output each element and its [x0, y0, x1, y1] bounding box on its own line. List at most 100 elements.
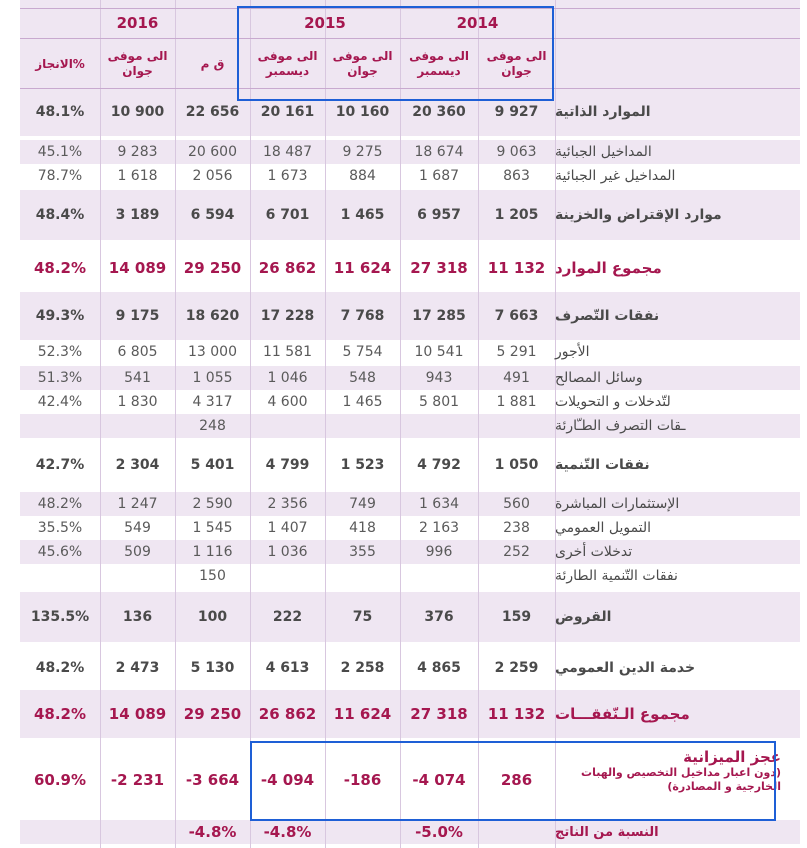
cell-lf: 29 250: [183, 259, 242, 277]
cell-june-2015: 1 465: [342, 394, 383, 410]
cell-december-2014: 943: [425, 370, 453, 386]
gdp-ratio-row: -4.8% -4.8% -5.0% النسبة من الناتج: [20, 820, 800, 844]
cell-june-2015: 884: [349, 168, 376, 184]
year-2014: 2014: [456, 14, 499, 32]
gdp-june-2016: [100, 820, 175, 844]
cell-december-2015: 1 407: [267, 520, 308, 536]
table-row: 48.2% 14 089 29 250 26 862 11 624 27 318 11 13…: [20, 244, 800, 292]
row-label: خدمة الدين العمومي: [555, 660, 696, 676]
header-june-2015: الى موفى جوان: [332, 49, 393, 78]
cell-june-2015: 1 465: [340, 207, 385, 223]
cell-june-2016: 1 247: [117, 496, 158, 512]
cell-lf: 29 250: [183, 705, 242, 723]
deficit-december-2014: -4 074: [412, 771, 466, 789]
deficit-title: عجز الميزانية: [683, 748, 781, 766]
cell-june-2015: 749: [349, 496, 376, 512]
row-label: الموارد الذاتية: [555, 104, 651, 120]
table-row: 49.3% 9 175 18 620 17 228 7 768 17 285 7 663 نف…: [20, 292, 800, 340]
row-label: المداخيل غير الجبائية: [555, 168, 676, 184]
band-sub-tax: [20, 140, 800, 164]
row-label: التمويل العمومي: [555, 520, 652, 536]
cell-june-2014: 238: [503, 520, 530, 536]
band-sub-direct: [20, 492, 800, 516]
cell-achievement: 35.5%: [37, 520, 83, 536]
cell-june-2015: 418: [349, 520, 376, 536]
row-label: المداخيل الجبائية: [555, 144, 652, 160]
cell-december-2014: 18 674: [414, 144, 464, 160]
cell-lf: 20 600: [188, 144, 237, 160]
gdp-june-2014: [478, 820, 555, 844]
deficit-label: عجز الميزانية (دون اعبار مداخيل التخصيص …: [555, 748, 787, 814]
cell-june-2016: 509: [124, 544, 151, 560]
row-label: القروض: [555, 609, 612, 625]
cell-june-2015: 548: [349, 370, 376, 386]
gdp-achievement: [20, 820, 100, 844]
table-row: 48.1% 10 900 22 656 20 161 10 160 20 360 9 927…: [20, 88, 800, 136]
cell-december-2015: 2 356: [267, 496, 308, 512]
table-row: 52.3% 6 805 13 000 11 581 5 754 10 541 5 291 ال…: [20, 340, 800, 364]
cell-december-2015: 6 701: [265, 207, 310, 223]
cell-lf: 5 130: [190, 660, 235, 676]
cell-lf: 248: [199, 418, 226, 434]
deficit-june-2016: -2 231: [110, 771, 165, 789]
year-2015: 2015: [304, 14, 346, 32]
cell-june-2014: 252: [503, 544, 530, 560]
cell-achievement: 45.1%: [37, 144, 83, 160]
cell-june-2014: [478, 564, 555, 588]
cell-achievement: 42.4%: [37, 394, 83, 410]
cell-june-2014: 9 927: [494, 104, 539, 120]
cell-achievement: 52.3%: [37, 344, 83, 360]
cell-june-2014: 1 881: [496, 394, 537, 410]
cell-june-2015: [325, 414, 400, 438]
cell-june-2016: 2 304: [115, 457, 160, 473]
cell-december-2014: 27 318: [410, 259, 468, 277]
cell-achievement: 48.2%: [33, 259, 87, 277]
cell-december-2014: 996: [425, 544, 453, 560]
row-label: مجموع الـنّفقـــات: [555, 705, 690, 723]
cell-june-2016: 136: [122, 609, 153, 625]
header-june-2014: الى موفى جوان: [486, 49, 547, 78]
row-label: مجموع الموارد: [555, 259, 662, 277]
cell-december-2015: [250, 414, 325, 438]
row-label: الإستثمارات المباشرة: [555, 496, 680, 512]
cell-june-2014: [478, 414, 555, 438]
cell-june-2016: 9 175: [115, 308, 160, 324]
cell-achievement: 48.2%: [35, 660, 85, 676]
cell-june-2016: 14 089: [108, 259, 167, 277]
cell-june-2014: 9 063: [496, 144, 537, 160]
row-label: نفقات التّصرف: [555, 308, 660, 324]
cell-june-2015: 5 754: [342, 344, 383, 360]
cell-june-2016: 541: [124, 370, 151, 386]
deficit-june-2014: 286: [500, 771, 533, 789]
cell-june-2015: 355: [349, 544, 376, 560]
cell-june-2015: 2 258: [340, 660, 385, 676]
cell-december-2015: 4 613: [265, 660, 310, 676]
cell-june-2014: 1 205: [494, 207, 539, 223]
row-label: وسائل المصالح: [555, 370, 643, 386]
gdp-june-2015: [325, 820, 400, 844]
cell-lf: 18 620: [185, 308, 240, 324]
highlight-box-deficit: [250, 741, 776, 821]
cell-achievement: 45.6%: [37, 544, 83, 560]
band-management: [20, 292, 800, 340]
cell-june-2014: 560: [503, 496, 530, 512]
cell-december-2015: 1 046: [267, 370, 308, 386]
cell-june-2016: 6 805: [117, 344, 158, 360]
cell-achievement: 49.3%: [35, 308, 85, 324]
cell-june-2016: 549: [124, 520, 151, 536]
cell-december-2015: 17 228: [260, 308, 315, 324]
highlight-box-years: [237, 6, 554, 101]
cell-december-2014: [400, 564, 478, 588]
row-label: نفقات التّنمية: [555, 457, 650, 473]
row-label: تدخلات أخرى: [555, 544, 633, 560]
cell-december-2015: 26 862: [258, 259, 317, 277]
cell-lf: 1 116: [192, 544, 233, 560]
cell-achievement: 48.1%: [35, 104, 85, 120]
cell-june-2016: 10 900: [110, 104, 165, 120]
cell-june-2014: 5 291: [496, 344, 537, 360]
cell-december-2015: 26 862: [258, 705, 317, 723]
table-row: 51.3% 541 1 055 1 046 548 943 491 وسائل المصالح: [20, 366, 800, 390]
cell-june-2015: 1 523: [340, 457, 385, 473]
deficit-december-2015: -4 094: [260, 771, 315, 789]
